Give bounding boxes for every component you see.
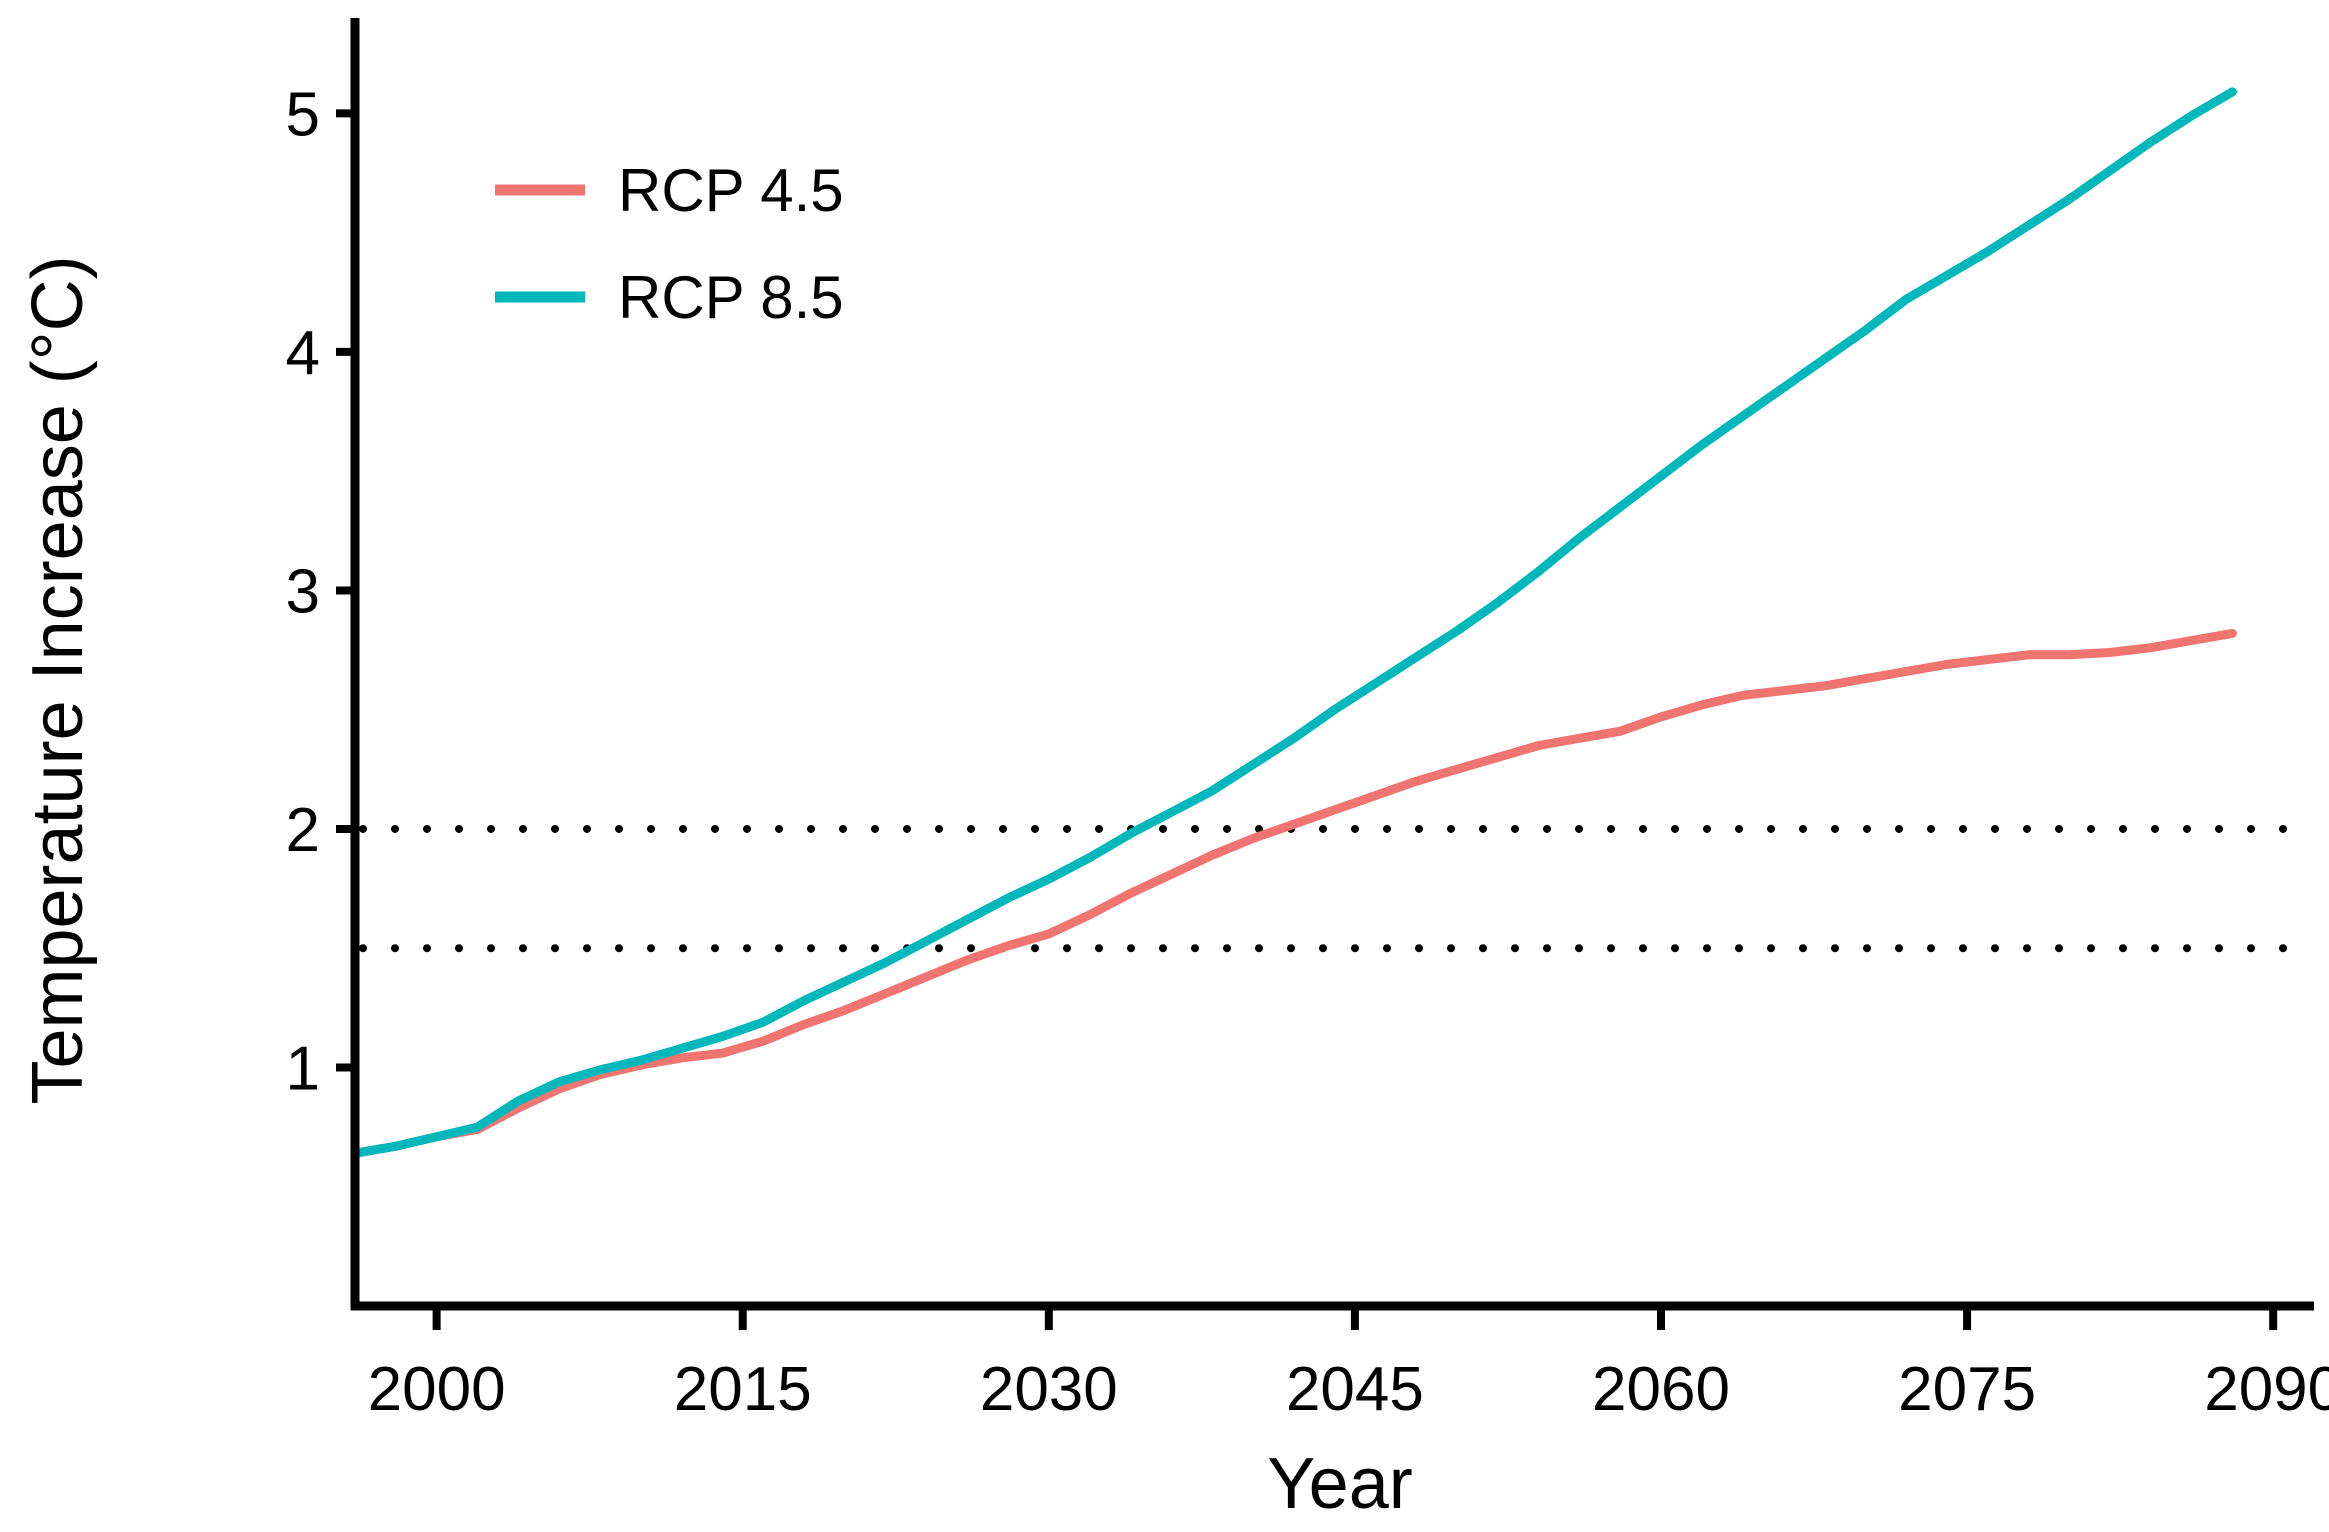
x-ticks: 2000 2015 2030 2045 2060 2075 2090 bbox=[368, 1306, 2329, 1424]
series-layer bbox=[350, 87, 2237, 1158]
x-tick-label: 2015 bbox=[674, 1355, 812, 1424]
y-tick-label: 5 bbox=[286, 80, 320, 149]
axes bbox=[350, 18, 2314, 1311]
reference-lines bbox=[359, 824, 2318, 953]
y-tick-label: 2 bbox=[286, 796, 320, 865]
y-axis-title: Temperature Increase (°C) bbox=[18, 255, 98, 1104]
x-tick-label: 2060 bbox=[1592, 1355, 1730, 1424]
x-tick-label: 2090 bbox=[2204, 1355, 2329, 1424]
legend-label: RCP 8.5 bbox=[618, 264, 844, 331]
x-tick-label: 2000 bbox=[368, 1355, 506, 1424]
y-tick-label: 4 bbox=[286, 319, 320, 388]
legend-label: RCP 4.5 bbox=[618, 157, 844, 224]
x-axis-title: Year bbox=[1267, 1444, 1412, 1524]
x-tick-label: 2075 bbox=[1898, 1355, 2036, 1424]
y-tick-label: 1 bbox=[286, 1034, 320, 1103]
y-ticks: 1 2 3 4 5 bbox=[286, 80, 355, 1103]
legend: RCP 4.5 RCP 8.5 bbox=[495, 157, 844, 331]
y-tick-label: 3 bbox=[286, 557, 320, 626]
x-tick-label: 2045 bbox=[1286, 1355, 1424, 1424]
x-tick-label: 2030 bbox=[980, 1355, 1118, 1424]
series-line-rcp-8-5 bbox=[350, 87, 2237, 1158]
series-line-rcp-4-5 bbox=[350, 628, 2237, 1158]
